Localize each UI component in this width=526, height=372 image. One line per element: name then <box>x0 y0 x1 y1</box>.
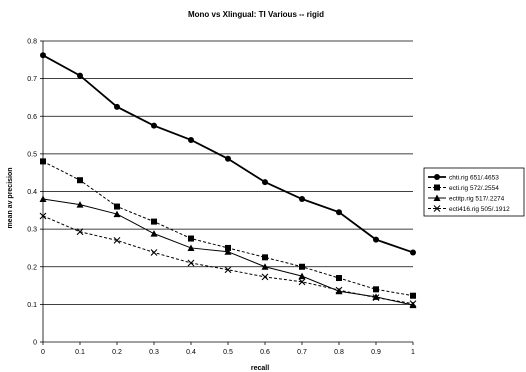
x-tick-label-1: 0.1 <box>75 349 85 356</box>
x-tick-label-4: 0.4 <box>186 349 196 356</box>
y-tick-label-4: 0.4 <box>27 189 37 196</box>
series-group <box>39 52 417 309</box>
series-ecti-rig-572-2554-point-4 <box>188 235 194 242</box>
series-ecti416-rig-505-1912-point-6 <box>261 273 269 281</box>
series-ecti416-rig-505-1912-point-10 <box>409 300 417 308</box>
series-ecti416-rig-505-1912-point-5 <box>224 266 232 274</box>
series-ecti416-rig-505-1912-point-1 <box>76 228 84 236</box>
series-ecti-rig-572-2554-point-7 <box>299 263 305 270</box>
grid <box>43 40 413 305</box>
series-ectitp-rig-517-2274-point-4 <box>187 244 195 251</box>
series-ectitp-rig-517-2274-point-5 <box>224 248 232 255</box>
legend-entry-3: ecti416.rig 505/.1912 <box>449 206 510 213</box>
x-tick-label-10: 1 <box>411 349 415 356</box>
series-ecti416-rig-505-1912-point-7 <box>298 278 306 286</box>
series-chti-rig-651-4653-point-7 <box>299 196 305 203</box>
x-tick-label-9: 0.9 <box>371 349 381 356</box>
y-tick-label-7: 0.7 <box>27 76 37 83</box>
x-tick-label-0: 0 <box>41 349 45 356</box>
chart-title: Mono vs Xlingual: TI Various -- rigid <box>188 10 324 19</box>
x-tick-label-2: 0.2 <box>112 349 122 356</box>
y-tick-label-6: 0.6 <box>27 114 37 121</box>
series-chti-rig-651-4653-point-1 <box>77 72 83 79</box>
y-tick-label-8: 0.8 <box>27 39 37 46</box>
y-tick-label-2: 0.2 <box>27 264 37 271</box>
series-ectitp-rig-517-2274-point-3 <box>150 230 158 237</box>
y-tick-label-5: 0.5 <box>27 151 37 158</box>
x-axis-label: recall <box>251 365 269 372</box>
legend-entry-0: chti.rig 651/.4653 <box>449 174 499 181</box>
series-ecti416-rig-505-1912-point-4 <box>187 259 195 267</box>
legend-marker-0 <box>434 174 440 180</box>
y-tick-label-0: 0 <box>33 340 37 347</box>
series-ectitp-rig-517-2274-point-1 <box>76 201 84 208</box>
series-chti-rig-651-4653-point-10 <box>410 249 416 256</box>
series-ecti-rig-572-2554-point-10 <box>410 292 416 299</box>
series-ecti416-rig-505-1912-point-2 <box>113 237 121 244</box>
y-tick-label-3: 0.3 <box>27 227 37 234</box>
series-ecti-rig-572-2554-point-1 <box>77 177 83 184</box>
series-ectitp-rig-517-2274-point-2 <box>113 210 121 218</box>
series-ecti416-rig-505-1912 <box>39 212 417 308</box>
series-chti-rig-651-4653-point-3 <box>151 122 157 129</box>
series-ecti-rig-572-2554-point-8 <box>336 275 342 282</box>
series-ecti-rig-572-2554-point-5 <box>225 244 231 251</box>
series-ectitp-rig-517-2274-point-10 <box>409 301 417 309</box>
series-chti-rig-651-4653-point-9 <box>373 236 379 243</box>
series-chti-rig-651-4653-point-5 <box>225 155 231 162</box>
series-ecti416-rig-505-1912-point-8 <box>335 286 343 294</box>
series-chti-rig-651-4653-point-6 <box>262 179 268 186</box>
x-tick-label-7: 0.7 <box>297 349 307 356</box>
legend-entry-1: ecti.rig 572/.2554 <box>449 185 499 192</box>
x-tick-label-8: 0.8 <box>334 349 344 356</box>
series-ecti-rig-572-2554-point-2 <box>114 203 120 210</box>
series-ecti416-rig-505-1912-point-3 <box>150 249 158 256</box>
legend: chti.rig 651/.4653 ecti.rig 572/.2554 ecti… <box>423 167 525 217</box>
series-ecti416-rig-505-1912-line <box>42 215 414 305</box>
series-ecti-rig-572-2554-point-0 <box>40 158 46 165</box>
ticks: 0 0.1 0.2 0.3 0.4 0.5 0.6 0.7 0.8 0 0.1 0.2 0.3 0.4 0.… <box>27 39 415 357</box>
series-ecti-rig-572-2554-point-9 <box>373 286 379 293</box>
series-ecti416-rig-505-1912-point-0 <box>39 212 47 220</box>
x-tick-label-3: 0.3 <box>149 349 159 356</box>
series-ectitp-rig-517-2274 <box>39 195 417 309</box>
series-ecti-rig-572-2554-point-3 <box>151 218 157 225</box>
series-ectitp-rig-517-2274-point-7 <box>298 272 306 280</box>
x-tick-label-6: 0.6 <box>260 349 270 356</box>
series-chti-rig-651-4653 <box>40 52 416 256</box>
series-chti-rig-651-4653-point-0 <box>40 52 46 59</box>
series-ecti-rig-572-2554-line <box>42 160 414 297</box>
y-tick-label-1: 0.1 <box>27 302 37 309</box>
series-ecti-rig-572-2554 <box>40 158 416 299</box>
series-ectitp-rig-517-2274-point-0 <box>39 195 47 203</box>
legend-marker-2 <box>433 194 441 201</box>
series-ecti416-rig-505-1912-point-9 <box>372 294 380 301</box>
legend-marker-3 <box>433 205 441 212</box>
series-ectitp-rig-517-2274-point-6 <box>261 263 269 270</box>
legend-entry-2: ectitp.rig 517/.2274 <box>449 195 505 202</box>
y-axis-label: mean av precision <box>7 167 14 228</box>
series-chti-rig-651-4653-point-8 <box>336 209 342 216</box>
x-tick-label-5: 0.5 <box>223 349 233 356</box>
legend-marker-1 <box>434 184 440 191</box>
series-chti-rig-651-4653-point-4 <box>188 136 194 143</box>
series-ecti-rig-572-2554-point-6 <box>262 254 268 261</box>
series-chti-rig-651-4653-point-2 <box>114 103 120 110</box>
